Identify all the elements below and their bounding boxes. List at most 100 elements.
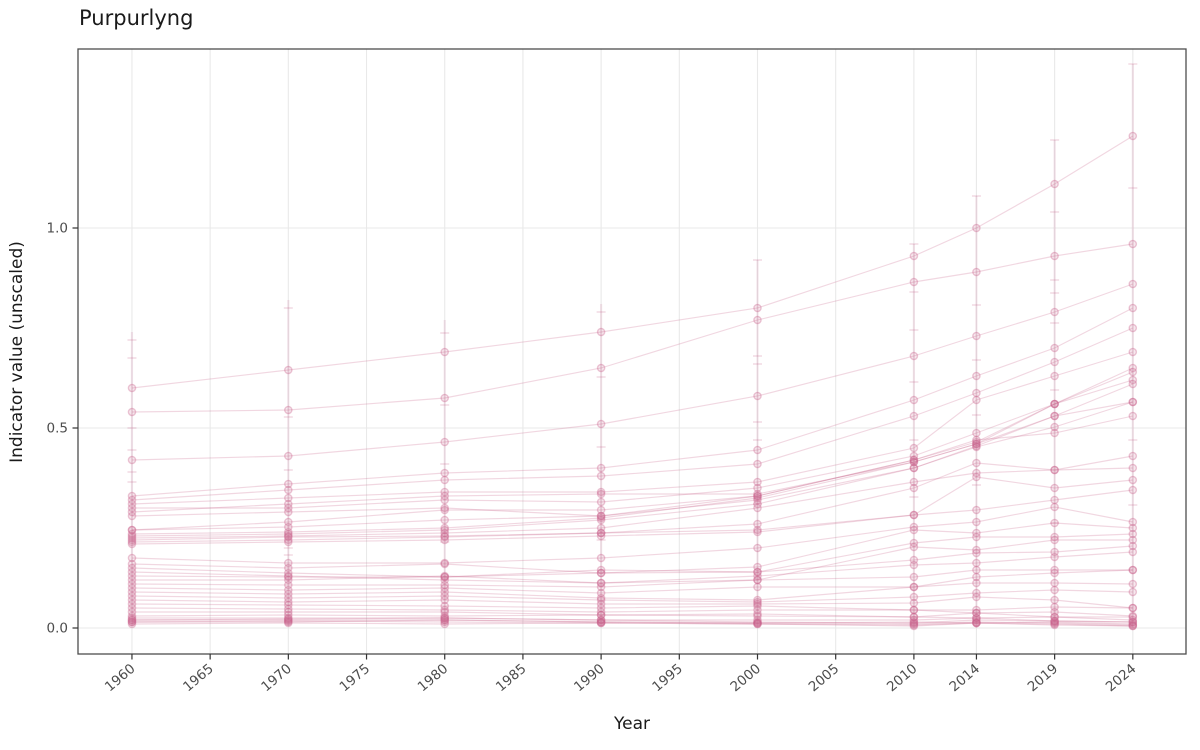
- panel-border: [77, 48, 1187, 655]
- data-point: [440, 491, 450, 501]
- data-point: [972, 437, 981, 447]
- data-point: [909, 443, 919, 453]
- data-point: [440, 487, 450, 497]
- data-point: [753, 303, 762, 313]
- series-line: [131, 371, 1134, 531]
- x-tick-label: 2000: [727, 661, 764, 695]
- data-point: [1128, 517, 1138, 527]
- data-point: [972, 572, 981, 582]
- data-point: [596, 588, 606, 598]
- data-point: [909, 612, 919, 622]
- data-point: [1050, 547, 1059, 557]
- data-point: [127, 583, 137, 593]
- x-tick-label: 2005: [806, 661, 843, 695]
- data-point: [283, 585, 293, 595]
- data-point: [127, 531, 137, 541]
- data-point: [440, 572, 450, 582]
- series-line: [131, 569, 1133, 594]
- data-point: [440, 615, 450, 625]
- data-point: [283, 575, 293, 585]
- data-point: [753, 575, 762, 585]
- data-point: [972, 395, 981, 405]
- data-point: [1050, 465, 1059, 475]
- data-point: [596, 511, 606, 521]
- data-point: [1050, 612, 1059, 622]
- data-point: [753, 489, 762, 499]
- series-line: [131, 307, 1134, 497]
- data-point: [283, 617, 293, 627]
- data-point: [596, 615, 606, 625]
- data-point: [127, 619, 137, 629]
- data-point: [909, 251, 919, 261]
- data-point: [909, 451, 919, 461]
- series-line: [131, 401, 1133, 517]
- data-point: [753, 618, 762, 628]
- data-point: [972, 517, 981, 527]
- data-point: [909, 555, 919, 565]
- data-point: [283, 615, 293, 625]
- data-point: [1128, 367, 1138, 377]
- data-point: [909, 619, 919, 629]
- series-line: [131, 539, 1133, 584]
- data-point: [127, 617, 137, 627]
- data-point: [596, 531, 606, 541]
- data-point: [127, 455, 137, 465]
- data-point: [1128, 541, 1138, 551]
- series-line: [131, 582, 1133, 601]
- data-point: [127, 407, 137, 417]
- data-point: [1050, 616, 1059, 626]
- series-line: [131, 545, 1133, 578]
- data-point: [440, 495, 450, 505]
- data-point: [127, 591, 137, 601]
- data-point: [909, 615, 919, 625]
- data-point: [596, 578, 606, 588]
- data-point: [972, 588, 981, 598]
- data-point: [596, 523, 606, 533]
- data-point: [283, 485, 293, 495]
- data-point: [909, 621, 919, 631]
- data-point: [753, 391, 762, 401]
- data-point: [596, 505, 606, 515]
- data-point: [1128, 621, 1138, 631]
- data-point: [283, 614, 293, 624]
- data-point: [440, 535, 450, 545]
- data-point: [1050, 612, 1059, 622]
- data-point: [127, 535, 137, 545]
- data-point: [972, 458, 981, 468]
- data-point: [753, 575, 762, 585]
- data-point: [596, 327, 606, 337]
- data-point: [596, 617, 606, 627]
- data-point: [440, 613, 450, 623]
- data-point: [1050, 502, 1059, 512]
- data-point: [440, 468, 450, 478]
- data-point: [127, 613, 137, 623]
- data-point: [909, 455, 919, 465]
- data-point: [753, 595, 762, 605]
- series-line: [132, 619, 1133, 625]
- series-line: [131, 522, 1133, 574]
- data-point: [972, 505, 981, 515]
- data-point: [909, 351, 919, 361]
- series-line: [131, 351, 1133, 505]
- data-point: [1050, 422, 1059, 432]
- data-point: [972, 331, 981, 341]
- data-point: [283, 593, 293, 603]
- data-point: [909, 455, 919, 465]
- x-tick-label: 1995: [649, 661, 686, 695]
- series-line: [132, 611, 1133, 618]
- data-point: [1128, 612, 1138, 622]
- data-point: [972, 605, 981, 615]
- data-point: [1050, 465, 1059, 475]
- data-point: [596, 607, 606, 617]
- data-point: [909, 411, 919, 421]
- data-point: [1050, 411, 1059, 421]
- data-point: [1128, 397, 1138, 407]
- data-point: [596, 578, 606, 588]
- x-tick-label: 1985: [493, 661, 530, 695]
- data-point: [753, 617, 762, 627]
- data-point: [127, 529, 137, 539]
- data-point: [127, 579, 137, 589]
- data-point: [753, 477, 762, 487]
- series-line: [131, 135, 1134, 389]
- series-line: [132, 619, 1133, 626]
